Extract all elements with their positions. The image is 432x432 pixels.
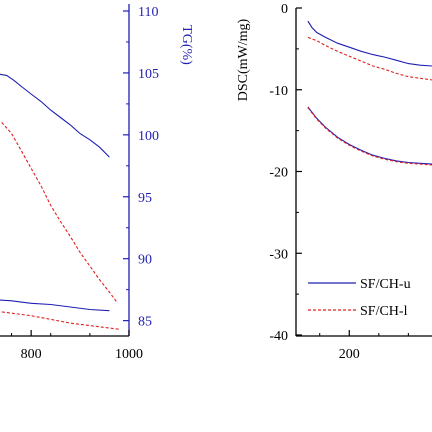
dsc-tick-label-5: -40 — [269, 329, 288, 344]
dsc-series-line-1 — [307, 20, 432, 67]
tg-x-tick-label-2: 1000 — [115, 347, 143, 362]
tg-tick-label-5: 105 — [138, 67, 159, 82]
dsc-x-tick-label-1: 200 — [339, 347, 360, 362]
tg-series-line-1 — [0, 73, 110, 158]
right-series-group — [307, 20, 432, 166]
tg-series-line-2 — [0, 121, 118, 303]
dsc-series-line-2 — [307, 36, 432, 81]
tg-tick-label-3: 95 — [138, 191, 152, 206]
dsc-series-line-4 — [307, 107, 432, 166]
right-x-ticks: 200 — [319, 330, 409, 362]
tg-series-line-3 — [0, 299, 110, 312]
tg-tick-label-1: 85 — [138, 315, 152, 330]
dsc-series-line-3 — [307, 106, 432, 165]
tg-series-line-4 — [0, 311, 120, 330]
left-tg-panel: 800 1000 85 90 95 100 105 110 TG(%) — [0, 4, 194, 362]
tg-x-tick-label-1: 800 — [21, 347, 42, 362]
dsc-tick-label-3: -20 — [269, 166, 288, 181]
legend-label-sf-ch-u: SF/CH-u — [360, 277, 411, 292]
dsc-tick-label-4: -30 — [269, 247, 288, 262]
legend: SF/CH-u SF/CH-l — [308, 277, 411, 319]
dsc-tick-label-2: -10 — [269, 84, 288, 99]
tg-axis-label: TG(%) — [179, 25, 194, 65]
left-x-ticks: 800 1000 — [11, 330, 143, 362]
dsc-axis-label: DSC(mW/mg) — [236, 18, 251, 101]
dsc-tick-label-1: 0 — [281, 2, 288, 17]
left-tg-ticks: 85 90 95 100 105 110 — [123, 5, 159, 330]
legend-label-sf-ch-l: SF/CH-l — [360, 304, 408, 319]
tg-tick-label-2: 90 — [138, 253, 152, 268]
left-series-group — [0, 73, 120, 330]
right-dsc-ticks: 0 -10 -20 -30 -40 — [269, 2, 302, 344]
tg-tick-label-4: 100 — [138, 129, 159, 144]
right-dsc-panel: 200 0 -10 -20 -30 -40 DSC(mW/mg) SF/CH-u SF/… — [236, 2, 432, 362]
tg-tick-label-6: 110 — [138, 5, 158, 20]
